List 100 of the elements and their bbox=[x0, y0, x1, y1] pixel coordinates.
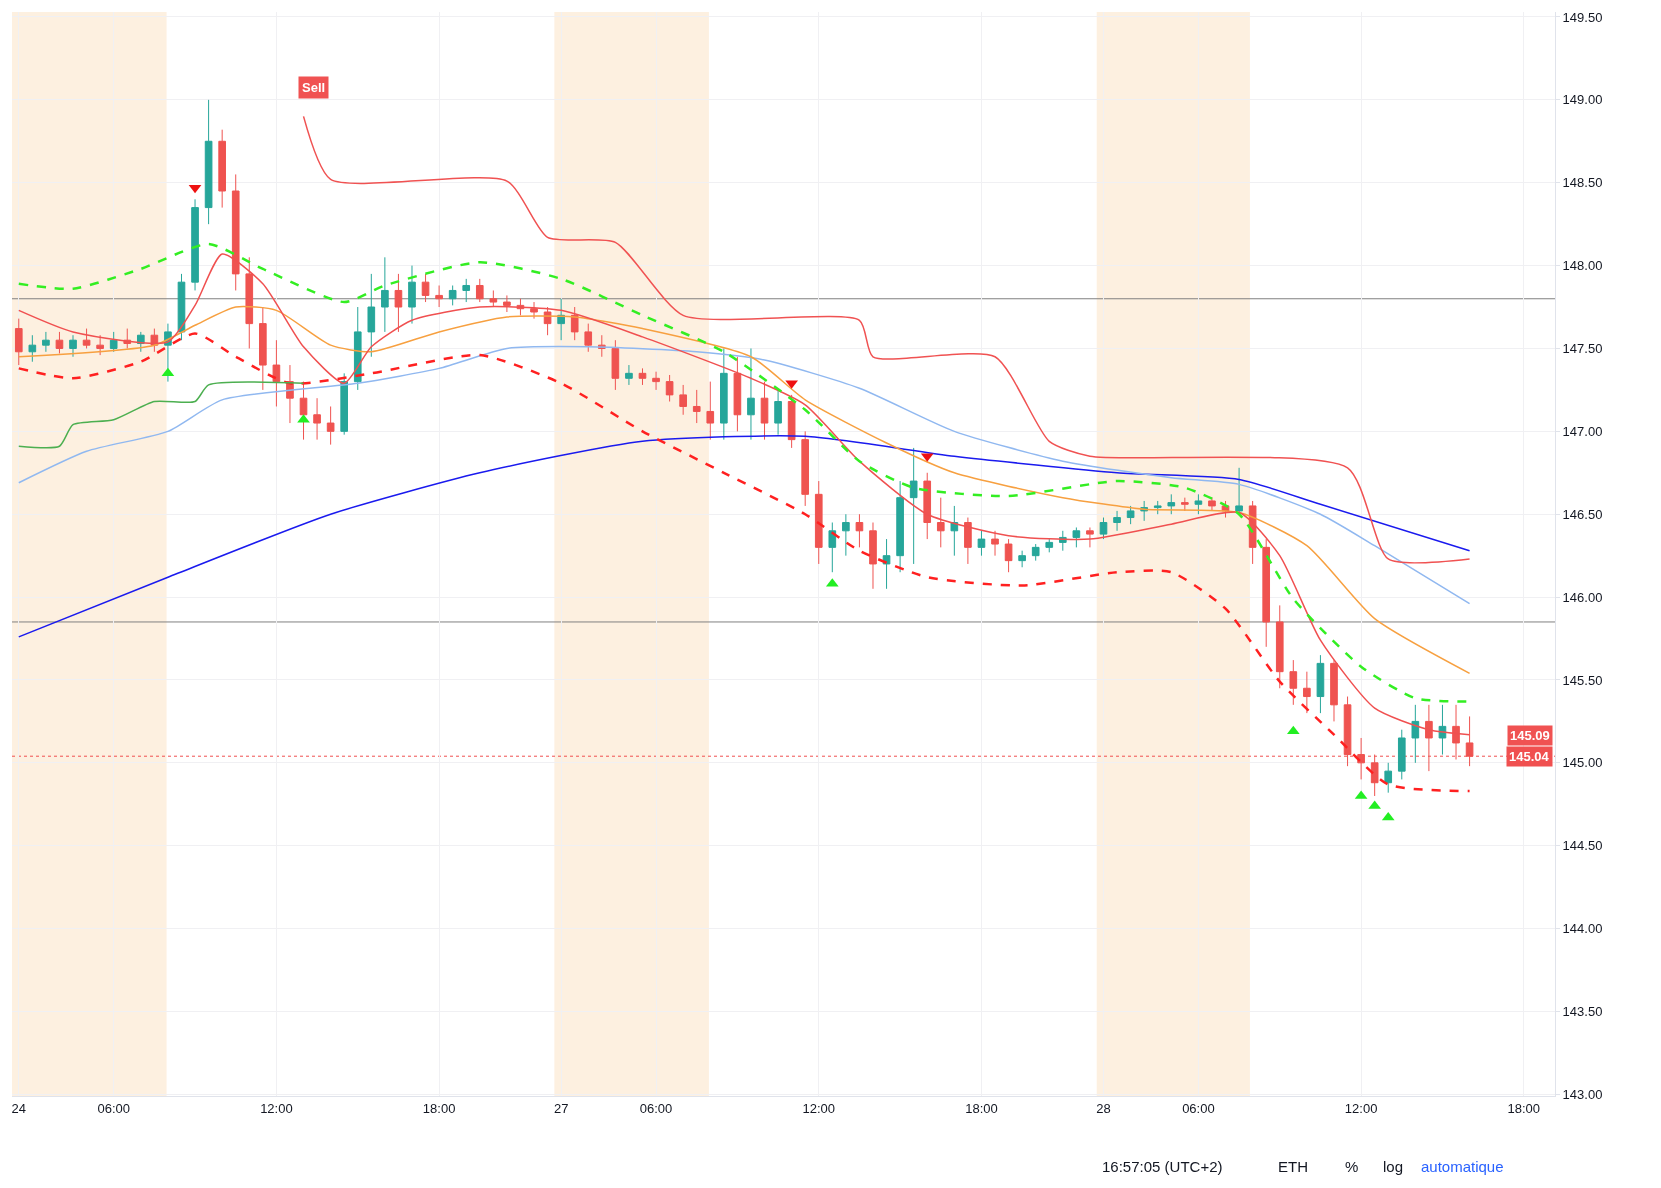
candlestick bbox=[977, 530, 986, 557]
line-series bbox=[18, 345, 1471, 605]
y-tick-label: 144.50 bbox=[1562, 838, 1603, 854]
candlestick bbox=[869, 522, 877, 590]
candlestick bbox=[1275, 604, 1284, 689]
candlestick bbox=[638, 367, 647, 386]
candlestick bbox=[109, 331, 118, 353]
candlestick bbox=[489, 289, 498, 308]
candlestick bbox=[964, 517, 972, 565]
candlestick bbox=[828, 522, 837, 573]
candlestick bbox=[679, 384, 687, 416]
y-tick-label: 145.50 bbox=[1562, 672, 1603, 688]
candlestick bbox=[936, 497, 945, 548]
candlestick bbox=[218, 129, 226, 209]
candlestick bbox=[747, 347, 755, 441]
candlestick bbox=[842, 513, 850, 557]
candlestick bbox=[204, 99, 213, 225]
candlestick bbox=[28, 334, 37, 363]
candlestick bbox=[950, 505, 959, 557]
candlestick bbox=[706, 381, 715, 441]
x-tick-label: 18:00 bbox=[422, 1100, 456, 1116]
candlestick bbox=[1031, 543, 1040, 562]
y-tick-label: 143.50 bbox=[1562, 1004, 1603, 1020]
y-tick-label: 149.50 bbox=[1562, 9, 1603, 25]
y-tick-label: 146.00 bbox=[1562, 589, 1603, 605]
x-tick-label: 28 bbox=[1096, 1100, 1111, 1116]
candlestick bbox=[774, 389, 782, 436]
line-series bbox=[17, 332, 1471, 793]
candlestick bbox=[1357, 737, 1365, 780]
y-tick-label: 149.00 bbox=[1562, 92, 1603, 108]
candlestick bbox=[340, 372, 349, 436]
candlestick bbox=[1330, 659, 1338, 722]
candlestick bbox=[787, 394, 796, 449]
candlestick bbox=[909, 447, 918, 565]
candlestick bbox=[69, 334, 77, 358]
candlestick bbox=[1181, 497, 1189, 512]
candlestick bbox=[896, 480, 904, 573]
candlestick bbox=[367, 273, 376, 358]
x-tick-label: 06:00 bbox=[97, 1100, 130, 1116]
candlestick bbox=[14, 318, 23, 366]
candlestick bbox=[557, 298, 565, 341]
candlestick bbox=[1167, 493, 1176, 515]
candlestick bbox=[1438, 704, 1447, 756]
candlestick bbox=[1194, 493, 1203, 515]
candlestick bbox=[421, 273, 430, 303]
x-tick-label: 12:00 bbox=[1344, 1100, 1378, 1116]
candlestick bbox=[1153, 500, 1162, 515]
x-tick-label: 18:00 bbox=[965, 1100, 998, 1116]
candlestick bbox=[1018, 550, 1026, 568]
y-tick-label: 145.00 bbox=[1562, 755, 1603, 771]
candlestick bbox=[1045, 538, 1054, 553]
ref-line-label: 145.04 bbox=[1509, 749, 1550, 764]
candlestick bbox=[191, 198, 199, 291]
candlestick bbox=[1384, 762, 1393, 794]
candlestick bbox=[503, 294, 511, 313]
text: ETH bbox=[1278, 1158, 1308, 1175]
candlestick bbox=[814, 480, 823, 565]
line-series bbox=[18, 435, 1471, 638]
candlestick bbox=[259, 306, 267, 391]
y-tick-label: 143.00 bbox=[1562, 1086, 1603, 1102]
x-tick-label: 27 bbox=[553, 1100, 569, 1116]
candlestick bbox=[1208, 497, 1216, 512]
candlestick bbox=[96, 334, 104, 356]
y-tick-label: 148.50 bbox=[1562, 175, 1603, 191]
candlestick bbox=[1411, 704, 1420, 764]
candlestick bbox=[665, 374, 674, 403]
y-tick-label: 148.00 bbox=[1562, 258, 1603, 274]
candlestick bbox=[136, 331, 145, 353]
text: 16:57:05 (UTC+2) bbox=[1102, 1158, 1223, 1175]
x-tick-label: 12:00 bbox=[802, 1100, 836, 1116]
x-tick-label: 06:00 bbox=[639, 1100, 673, 1116]
candlestick bbox=[855, 513, 864, 548]
candlestick bbox=[42, 331, 50, 353]
text: automatique bbox=[1421, 1158, 1504, 1175]
candlestick bbox=[1397, 729, 1406, 780]
candlestick bbox=[245, 256, 254, 349]
point bbox=[161, 367, 175, 377]
candlestick bbox=[1086, 526, 1094, 548]
candlestick bbox=[408, 265, 416, 325]
y-tick-label: 146.50 bbox=[1562, 506, 1603, 522]
candlestick bbox=[882, 538, 891, 590]
y-tick-label: 147.00 bbox=[1562, 423, 1603, 439]
x-tick-label: 18:00 bbox=[1507, 1100, 1541, 1116]
candlestick bbox=[530, 301, 538, 320]
point bbox=[1286, 725, 1300, 735]
candlestick bbox=[1303, 671, 1311, 714]
candlestick bbox=[1113, 510, 1121, 532]
candlestick bbox=[462, 278, 471, 303]
x-tick-label: 24 bbox=[11, 1100, 27, 1116]
candlestick bbox=[1248, 500, 1257, 565]
line-series bbox=[18, 381, 305, 449]
candlestick bbox=[1072, 526, 1081, 548]
line-series bbox=[18, 305, 1471, 675]
candlestick bbox=[720, 347, 728, 441]
candlestick bbox=[313, 397, 321, 441]
annotation: Sell bbox=[302, 80, 326, 95]
candlestick bbox=[570, 306, 579, 341]
x-tick-label: 12:00 bbox=[260, 1100, 293, 1116]
candlestick bbox=[394, 273, 403, 333]
candlestick bbox=[475, 278, 484, 303]
